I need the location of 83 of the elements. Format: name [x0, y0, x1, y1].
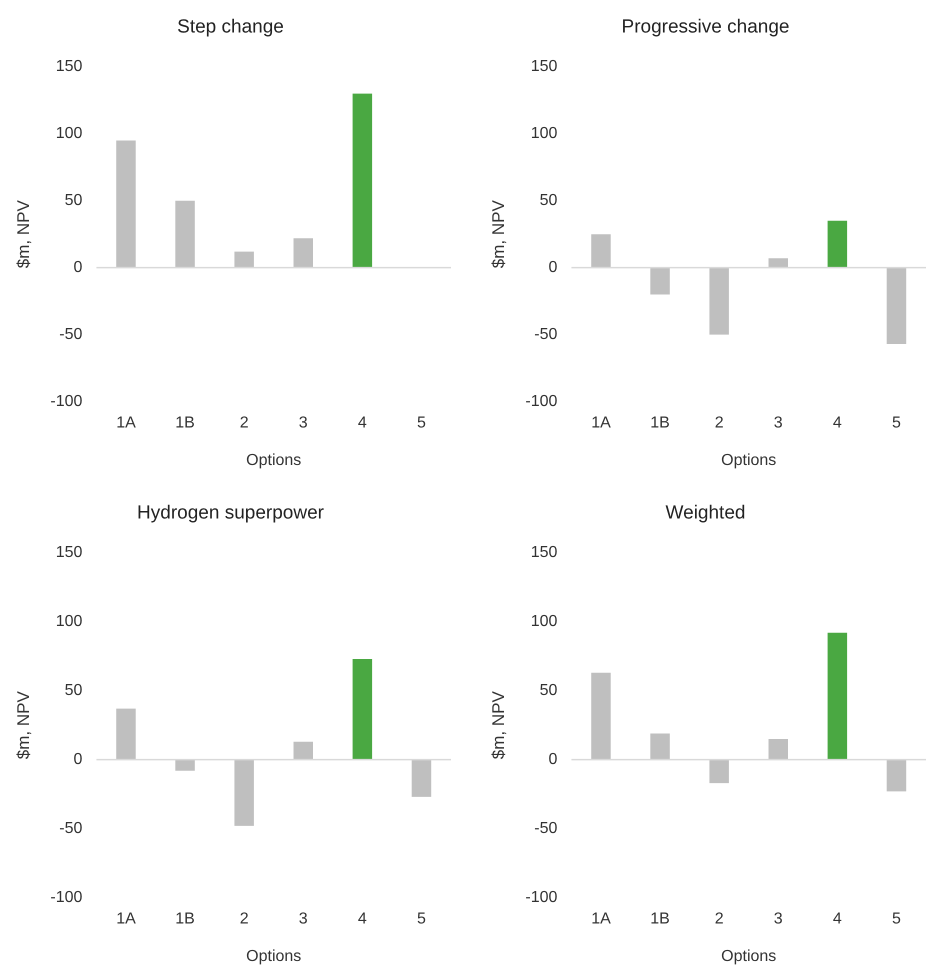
- x-tick-label: 1A: [116, 414, 136, 432]
- x-tick-label: 5: [417, 414, 426, 432]
- y-axis-title: $m, NPV: [488, 200, 508, 268]
- y-tick-label: 50: [64, 192, 83, 210]
- x-tick-label: 5: [892, 910, 901, 928]
- bar: [768, 738, 788, 760]
- bar: [116, 708, 136, 760]
- bar: [709, 760, 729, 784]
- bar: [175, 200, 195, 268]
- bar: [709, 268, 729, 335]
- y-tick-label: 50: [64, 682, 83, 700]
- bar: [352, 94, 372, 268]
- x-tick-label: 4: [358, 414, 367, 432]
- y-tick-label: 100: [56, 125, 83, 142]
- bar: [650, 733, 670, 760]
- bar: [175, 760, 195, 771]
- x-axis-title: Options: [721, 452, 776, 469]
- y-tick-label: -50: [59, 326, 83, 344]
- y-tick-label: 50: [540, 682, 558, 700]
- bar: [352, 659, 372, 760]
- x-tick-label: 1B: [175, 414, 195, 432]
- x-axis-title: Options: [721, 948, 776, 965]
- y-tick-label: 150: [530, 58, 558, 76]
- bar: [886, 268, 906, 344]
- x-tick-label: 1B: [175, 910, 195, 928]
- x-tick-label: 4: [358, 910, 367, 928]
- bar: [591, 672, 611, 760]
- x-tick-label: 3: [774, 414, 783, 432]
- x-tick-label: 2: [714, 910, 724, 928]
- bar: [234, 760, 254, 826]
- x-tick-label: 1A: [116, 910, 136, 928]
- x-tick-label: 1B: [650, 414, 670, 432]
- y-tick-label: -50: [534, 326, 558, 344]
- chart-title: Step change: [177, 16, 284, 38]
- bar: [591, 234, 611, 268]
- y-tick-label: 0: [548, 751, 558, 768]
- chart-title: Progressive change: [622, 16, 790, 38]
- x-tick-label: 4: [832, 910, 842, 928]
- y-tick-label: 150: [56, 544, 83, 562]
- bar: [828, 632, 848, 760]
- x-tick-label: 1A: [591, 910, 612, 928]
- bar: [294, 238, 314, 268]
- y-tick-label: 0: [74, 751, 83, 768]
- y-tick-label: 150: [56, 58, 83, 76]
- chart-title: Hydrogen superpower: [137, 502, 325, 524]
- bar: [294, 742, 314, 760]
- x-tick-label: 2: [240, 414, 249, 432]
- bar: [234, 252, 254, 268]
- x-tick-label: 3: [774, 910, 783, 928]
- x-tick-label: 3: [298, 414, 308, 432]
- y-tick-label: 100: [530, 613, 558, 630]
- chart-title: Weighted: [666, 502, 746, 524]
- y-tick-label: -50: [59, 820, 83, 838]
- bar: [886, 760, 906, 792]
- y-axis-title: $m, NPV: [14, 200, 33, 268]
- bar: [650, 268, 670, 294]
- bar: [412, 760, 432, 797]
- y-tick-label: 50: [540, 192, 558, 210]
- x-tick-label: 3: [298, 910, 308, 928]
- y-tick-label: 0: [548, 259, 558, 276]
- x-tick-label: 1B: [650, 910, 670, 928]
- x-tick-label: 2: [240, 910, 249, 928]
- y-tick-label: 150: [530, 544, 558, 562]
- bar: [768, 258, 788, 268]
- x-tick-label: 1A: [591, 414, 612, 432]
- y-tick-label: -100: [525, 889, 558, 906]
- y-tick-label: 100: [56, 613, 83, 630]
- bar: [828, 220, 848, 268]
- y-axis-title: $m, NPV: [14, 690, 33, 760]
- bar: [116, 140, 136, 268]
- x-axis-title: Options: [246, 452, 302, 469]
- x-tick-label: 5: [417, 910, 426, 928]
- y-tick-label: -100: [50, 889, 83, 906]
- x-axis-title: Options: [246, 948, 302, 965]
- y-tick-label: 0: [74, 259, 83, 276]
- y-tick-label: 100: [530, 125, 558, 142]
- x-tick-label: 4: [832, 414, 842, 432]
- y-axis-title: $m, NPV: [488, 690, 508, 760]
- y-tick-label: -50: [534, 820, 558, 838]
- y-tick-label: -100: [525, 393, 558, 410]
- x-tick-label: 2: [714, 414, 724, 432]
- x-tick-label: 5: [892, 414, 901, 432]
- y-tick-label: -100: [50, 393, 83, 410]
